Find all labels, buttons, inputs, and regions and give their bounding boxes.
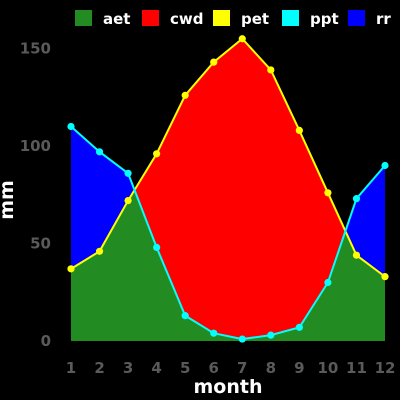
pet-point (95, 247, 104, 255)
pet-point (381, 273, 389, 281)
x-tick-label: 9 (294, 359, 304, 377)
y-tick-label: 0 (41, 332, 51, 350)
x-tick-label: 5 (180, 359, 190, 377)
ppt-legend-swatch (282, 10, 299, 26)
pet-line (70, 37, 386, 278)
pet-legend-label: pet (241, 10, 269, 28)
rr-legend-swatch (348, 10, 365, 26)
pet-point (181, 91, 189, 99)
ppt-point (181, 312, 189, 320)
ppt-point (267, 331, 275, 339)
ppt-point (381, 161, 389, 170)
pet-point (67, 265, 75, 273)
legend: aet cwd pet ppt rr (75, 10, 391, 28)
aet-legend-label: aet (103, 10, 130, 28)
cwd-legend-label: cwd (170, 10, 204, 28)
ppt-point (295, 323, 303, 331)
ppt-line (70, 125, 386, 341)
x-tick-label: 2 (94, 359, 104, 377)
area-fills (71, 38, 385, 341)
x-tick-label: 6 (209, 359, 219, 377)
ppt-point (352, 195, 361, 203)
x-tick-label: 12 (375, 359, 396, 377)
ppt-point (324, 278, 332, 287)
pet-point (267, 66, 275, 74)
pet-point (124, 197, 132, 205)
ppt-point (95, 148, 104, 156)
pet-point (352, 251, 361, 259)
pet-legend-swatch (213, 10, 230, 26)
ppt-point (210, 329, 218, 337)
ppt-point (153, 243, 161, 251)
ppt-point (124, 169, 132, 177)
pet-point (324, 189, 332, 197)
pet-point (238, 35, 246, 43)
x-axis-label: month (194, 376, 263, 398)
y-axis-ticks: 0 50 100 150 (20, 40, 51, 351)
aet-area (71, 190, 385, 341)
cwd-area (134, 38, 346, 340)
rr-area (71, 126, 135, 269)
series-lines (70, 37, 386, 341)
x-tick-label: 8 (266, 359, 276, 377)
ppt-legend-label: ppt (310, 10, 339, 28)
x-tick-label: 11 (346, 359, 367, 377)
x-tick-label: 3 (123, 359, 133, 377)
x-tick-label: 10 (317, 359, 338, 377)
x-tick-label: 1 (66, 359, 76, 377)
rr-area (345, 165, 385, 277)
ppt-point (67, 122, 75, 131)
cwd-legend-swatch (142, 10, 159, 26)
pet-point (153, 150, 161, 158)
pet-point (295, 126, 303, 134)
rr-legend-label: rr (376, 10, 391, 28)
x-axis-ticks: 1 2 3 4 5 6 7 8 9 10 11 12 (66, 359, 396, 377)
y-tick-label: 100 (20, 137, 51, 155)
aet-legend-swatch (75, 10, 92, 26)
y-axis-label: mm (0, 180, 18, 220)
series-points (67, 35, 389, 343)
y-tick-label: 50 (30, 235, 51, 253)
y-tick-label: 150 (20, 40, 51, 58)
x-tick-label: 7 (237, 359, 247, 377)
pet-point (210, 58, 218, 66)
ppt-point (238, 335, 246, 343)
x-tick-label: 4 (151, 359, 161, 377)
